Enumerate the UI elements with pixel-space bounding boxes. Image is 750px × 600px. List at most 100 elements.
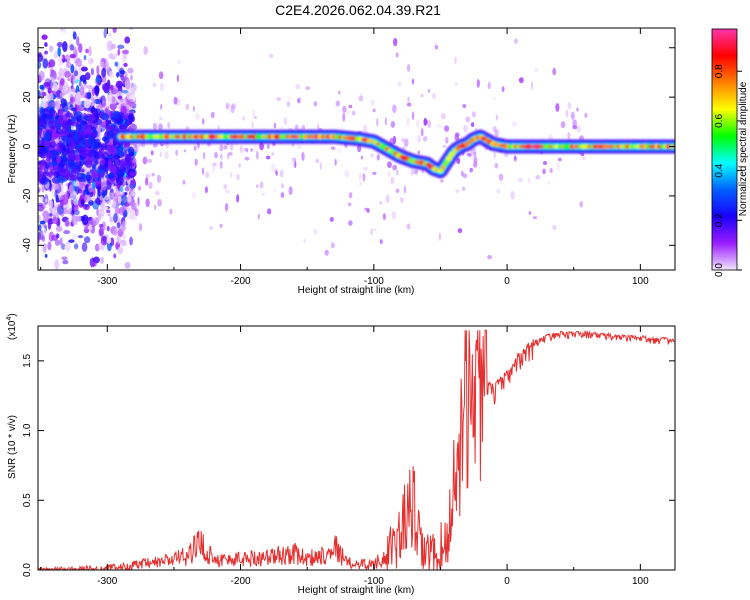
- noise-speck: [79, 184, 84, 189]
- noise-core: [62, 145, 67, 153]
- noise-speck: [42, 201, 46, 209]
- noise-speck: [219, 223, 223, 228]
- noise-speck: [534, 67, 538, 73]
- noise-speck: [68, 239, 75, 243]
- noise-speck: [50, 70, 55, 76]
- ridge-hotspot: [440, 164, 446, 170]
- noise-speck: [58, 191, 65, 196]
- noise-speck: [113, 192, 118, 197]
- noise-speck: [88, 57, 92, 65]
- snr-y-tick-label: 1.0: [22, 423, 33, 437]
- noise-speck: [404, 138, 409, 147]
- noise-speck: [470, 122, 475, 127]
- noise-speck: [423, 117, 428, 127]
- noise-speck: [114, 207, 121, 215]
- ridge-hotspot: [448, 152, 456, 157]
- noise-speck: [47, 91, 54, 103]
- noise-core: [58, 109, 64, 116]
- noise-speck: [54, 259, 60, 270]
- noise-core: [66, 118, 72, 126]
- noise-speck: [91, 87, 95, 97]
- noise-speck: [56, 41, 64, 48]
- noise-speck: [118, 206, 126, 216]
- noise-speck: [160, 82, 164, 91]
- noise-core: [44, 131, 51, 142]
- noise-core: [69, 176, 77, 182]
- noise-speck: [363, 166, 368, 171]
- ridge-hotspot: [445, 155, 453, 162]
- noise-speck: [193, 145, 197, 151]
- noise-core: [82, 173, 87, 183]
- noise-speck: [319, 162, 322, 171]
- noise-speck: [570, 111, 575, 120]
- noise-core: [91, 164, 96, 172]
- snr-frame: [37, 325, 676, 571]
- noise-core: [129, 171, 137, 177]
- noise-speck: [342, 105, 347, 114]
- noise-speck: [38, 214, 41, 223]
- noise-speck: [63, 230, 71, 235]
- noise-speck: [431, 92, 436, 100]
- noise-speck: [81, 242, 88, 252]
- noise-speck: [276, 97, 281, 101]
- noise-speck: [117, 44, 125, 49]
- noise-speck: [41, 34, 48, 40]
- noise-core: [87, 113, 95, 123]
- noise-speck: [469, 167, 473, 173]
- noise-speck: [528, 211, 532, 215]
- noise-speck: [100, 61, 105, 68]
- noise-speck: [351, 110, 356, 116]
- noise-speck: [83, 55, 87, 61]
- noise-speck: [535, 175, 541, 180]
- noise-core: [38, 148, 47, 155]
- noise-speck: [335, 100, 341, 107]
- noise-speck: [457, 228, 463, 234]
- noise-speck: [473, 151, 477, 159]
- noise-core: [86, 152, 94, 158]
- noise-core: [79, 168, 85, 173]
- noise-core: [82, 121, 88, 126]
- noise-speck: [205, 171, 210, 179]
- noise-speck: [74, 215, 81, 222]
- noise-speck: [295, 83, 301, 90]
- noise-speck: [67, 89, 75, 99]
- noise-speck: [445, 136, 449, 144]
- noise-speck: [511, 120, 517, 127]
- noise-speck: [183, 149, 186, 153]
- noise-speck: [348, 191, 353, 199]
- spectrogram-y-tick-label: 40: [22, 42, 33, 54]
- noise-core: [56, 146, 61, 153]
- noise-speck: [42, 227, 47, 237]
- noise-speck: [313, 101, 318, 107]
- noise-core: [95, 177, 101, 182]
- noise-speck: [154, 190, 160, 196]
- noise-core: [124, 153, 131, 163]
- noise-speck: [129, 103, 137, 108]
- noise-speck: [113, 53, 118, 58]
- snr-x-tick-label: 100: [632, 576, 649, 587]
- noise-speck: [152, 122, 158, 131]
- noise-speck: [129, 207, 136, 219]
- noise-speck: [497, 128, 501, 135]
- noise-core: [77, 146, 86, 155]
- noise-speck: [92, 261, 97, 267]
- noise-core: [103, 136, 110, 144]
- noise-speck: [159, 151, 162, 158]
- noise-speck: [84, 99, 91, 109]
- noise-speck: [114, 61, 119, 67]
- noise-speck: [567, 132, 571, 140]
- noise-speck: [395, 52, 399, 58]
- noise-speck: [397, 81, 402, 88]
- snr-x-tick-label: 0: [504, 576, 510, 587]
- noise-speck: [576, 107, 579, 112]
- noise-speck: [55, 194, 59, 203]
- noise-speck: [138, 223, 143, 232]
- noise-speck: [336, 147, 342, 155]
- noise-speck: [280, 169, 284, 178]
- noise-speck: [238, 163, 241, 168]
- spectrogram-y-label: Frequency (Hz): [7, 115, 18, 184]
- noise-speck: [80, 198, 85, 207]
- noise-core: [55, 128, 64, 135]
- noise-speck: [113, 253, 117, 259]
- noise-speck: [382, 213, 386, 221]
